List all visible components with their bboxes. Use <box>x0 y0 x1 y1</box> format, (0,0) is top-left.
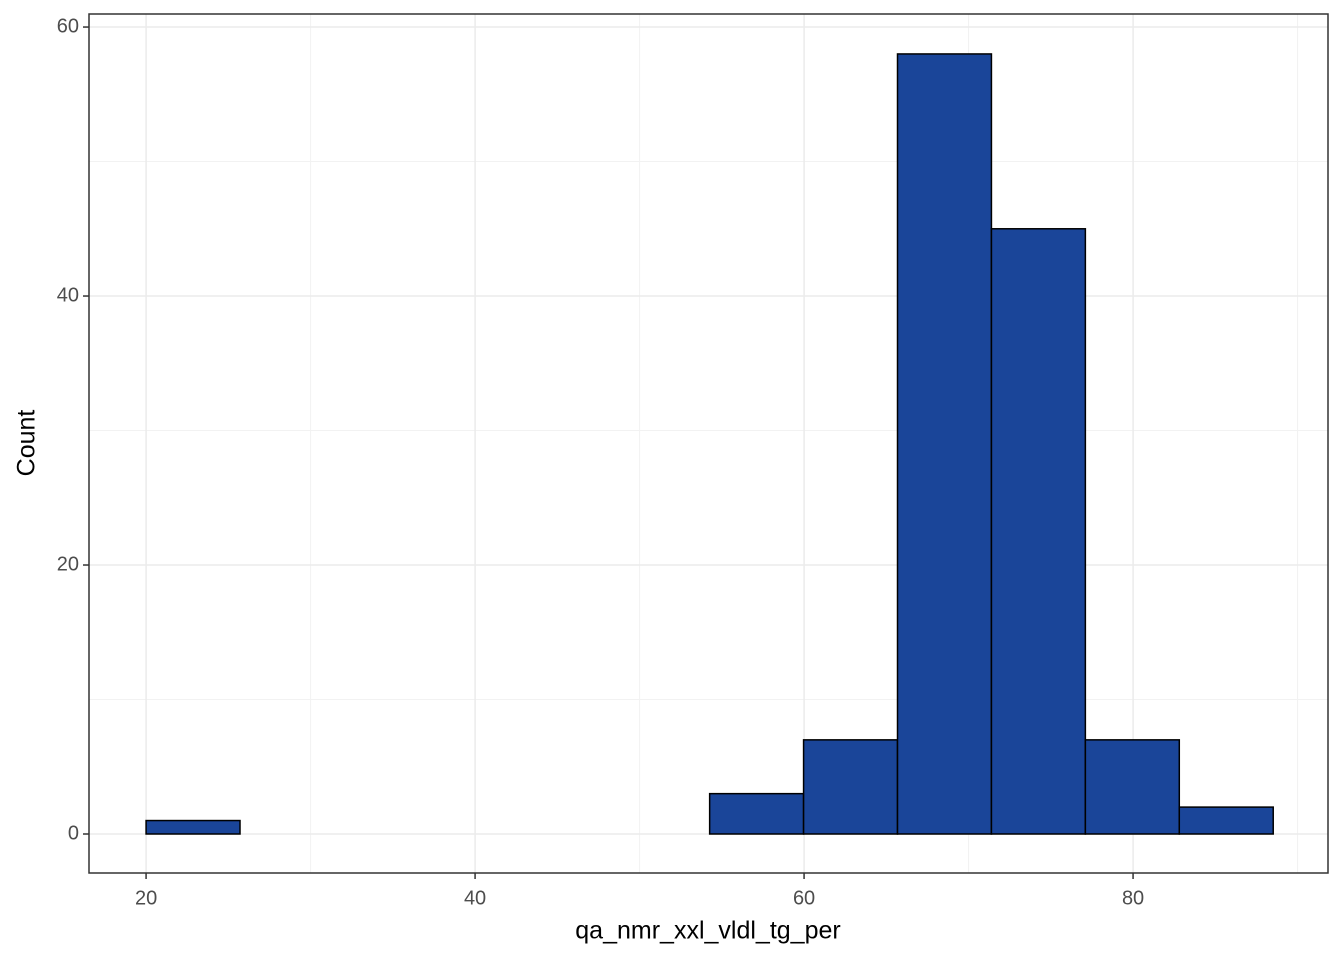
x-tick-label: 60 <box>793 887 815 909</box>
x-axis-label: qa_nmr_xxl_vldl_tg_per <box>575 917 840 945</box>
bar <box>896 53 993 835</box>
y-tick-label: 40 <box>57 284 79 306</box>
bar <box>1178 806 1274 835</box>
y-tick-label: 60 <box>57 15 79 37</box>
y-axis-label: Count <box>13 410 41 477</box>
bar <box>145 819 241 835</box>
bar <box>990 228 1087 835</box>
bar <box>1084 739 1181 835</box>
panel-border <box>88 13 1329 874</box>
bar <box>708 792 805 835</box>
bar <box>802 739 899 835</box>
y-tick-label: 0 <box>68 822 79 844</box>
x-tick-label: 40 <box>464 887 486 909</box>
x-tick-label: 20 <box>135 887 157 909</box>
x-tick-label: 80 <box>1122 887 1144 909</box>
y-tick-label: 20 <box>57 553 79 575</box>
